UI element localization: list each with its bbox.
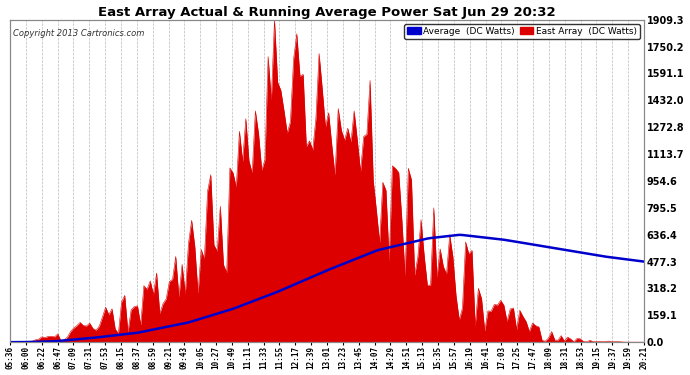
Legend: Average  (DC Watts), East Array  (DC Watts): Average (DC Watts), East Array (DC Watts… bbox=[404, 24, 640, 39]
Title: East Array Actual & Running Average Power Sat Jun 29 20:32: East Array Actual & Running Average Powe… bbox=[98, 6, 556, 18]
Text: Copyright 2013 Cartronics.com: Copyright 2013 Cartronics.com bbox=[13, 29, 145, 38]
